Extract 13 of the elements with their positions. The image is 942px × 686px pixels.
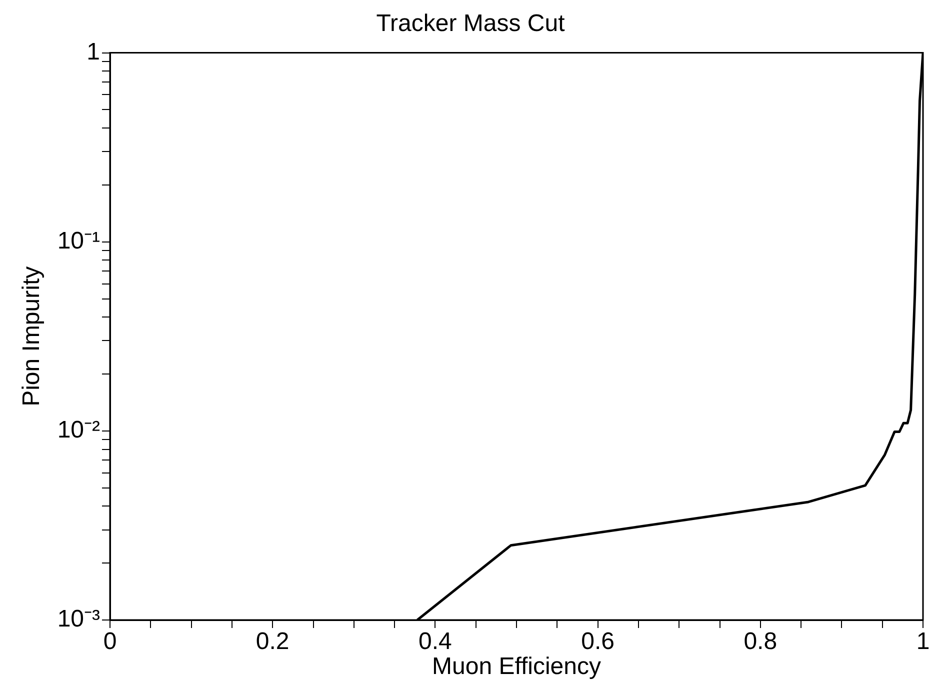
x-tick-label: 0.2 <box>256 628 290 656</box>
y-tick-label: 10⁻¹ <box>57 227 100 254</box>
x-tick-label: 0.6 <box>581 628 614 656</box>
x-tick-label: 0 <box>103 628 117 656</box>
y-axis-title: Pion Impurity <box>18 266 46 406</box>
x-tick-label: 0.4 <box>418 628 452 656</box>
y-tick-label: 10⁻³ <box>57 606 100 633</box>
y-tick-label: 10⁻² <box>57 416 100 444</box>
y-tick-label: 1 <box>86 38 100 66</box>
chart-title: Tracker Mass Cut <box>376 10 566 38</box>
x-tick-label: 1 <box>916 628 930 656</box>
x-tick-label: 0.8 <box>744 628 778 656</box>
x-axis-title: Muon Efficiency <box>432 653 601 680</box>
